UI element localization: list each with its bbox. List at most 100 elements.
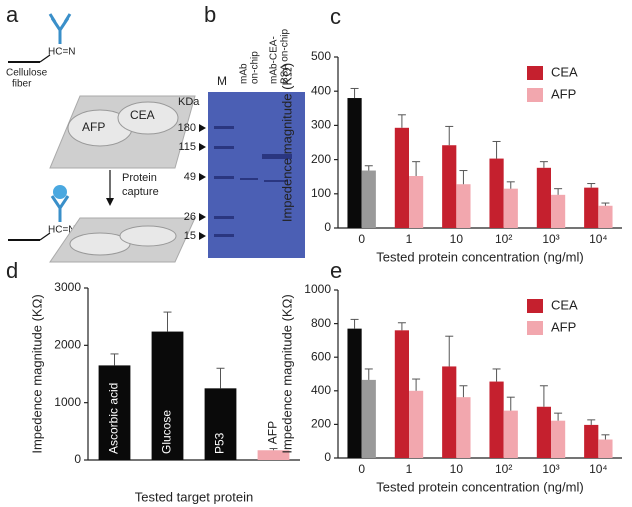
marker-label: 180: [178, 122, 196, 134]
legend-swatch: [527, 88, 543, 102]
y-tick-label: 1000: [304, 282, 331, 296]
bond-line: [39, 232, 51, 241]
legend-label: CEA: [551, 297, 578, 312]
bar: [489, 158, 504, 228]
x-tick-label: 1: [406, 462, 413, 476]
bar: [409, 390, 424, 458]
markers: 180 115 49 26 15: [178, 122, 206, 242]
panel-b: b M mAb on-chip mAb-CEA- BSA on-chip KDa…: [178, 2, 305, 258]
y-tick-label: 100: [311, 186, 331, 200]
x-tick-label: 10³: [542, 232, 559, 246]
bar: [598, 439, 613, 458]
bar: [456, 184, 471, 228]
gel-bands: [214, 126, 292, 237]
bond-line: [39, 54, 51, 63]
x-tick-label: 10²: [495, 462, 512, 476]
antibody-icon: [48, 13, 72, 44]
bar: [151, 331, 184, 460]
y-tick-label: 200: [311, 417, 331, 431]
bond-label: HC=N: [48, 225, 76, 236]
bar: [347, 98, 362, 228]
legend-label: AFP: [551, 319, 576, 334]
y-tick-label: 300: [311, 118, 331, 132]
bar: [361, 379, 376, 458]
bar: [536, 167, 551, 228]
y-tick-label: 400: [311, 383, 331, 397]
category-label: Ascorbic acid: [107, 383, 121, 454]
marker-label: 26: [184, 211, 196, 223]
marker-label: 15: [184, 230, 196, 242]
y-tick-label: 0: [74, 452, 81, 466]
marker-label: 49: [184, 171, 196, 183]
bar: [598, 205, 613, 228]
bar: [503, 188, 518, 228]
y-tick-label: 200: [311, 152, 331, 166]
category-label: P53: [213, 432, 227, 454]
x-tick-label: 10: [450, 462, 464, 476]
bar: [536, 406, 551, 458]
legend-label: CEA: [551, 64, 578, 79]
antibody-icon: [50, 195, 70, 222]
y-axis-label: Impedence magnitude (KΩ): [29, 294, 44, 453]
x-axis-label: Tested target protein: [135, 489, 254, 504]
marker-label: 115: [178, 141, 196, 153]
bar: [98, 365, 131, 460]
bar: [503, 410, 518, 458]
bar: [584, 187, 599, 228]
legend-swatch: [527, 299, 543, 313]
bar: [584, 424, 599, 458]
antigen-icon: [53, 185, 67, 199]
zone-label: CEA: [130, 108, 155, 122]
x-tick-label: 10³: [542, 462, 559, 476]
y-tick-label: 400: [311, 83, 331, 97]
zone-label: AFP: [82, 120, 105, 134]
bar: [456, 397, 471, 458]
lane-label: mAb: [239, 63, 250, 84]
panel-label: d: [6, 258, 18, 283]
x-tick-label: 10⁴: [589, 232, 608, 246]
y-tick-label: 500: [311, 49, 331, 63]
panel-a: a HC=N Cellulose fiber CEA AFP Protein c…: [6, 2, 196, 263]
legend-label: AFP: [551, 86, 576, 101]
bar: [361, 170, 376, 228]
bar: [442, 366, 457, 458]
y-tick-label: 800: [311, 316, 331, 330]
y-axis-label: Impedence magnitude (KΩ): [279, 63, 294, 222]
bar: [551, 420, 566, 458]
panel-label: e: [330, 258, 342, 283]
x-tick-label: 10²: [495, 232, 512, 246]
step-label: Protein: [122, 172, 157, 184]
lane-label: on-chip: [250, 51, 261, 84]
panel-label: c: [330, 4, 341, 29]
panel-label: a: [6, 2, 19, 27]
y-tick-label: 2000: [54, 338, 81, 352]
fiber-label: Cellulose: [6, 68, 48, 79]
bar: [394, 330, 409, 458]
bar: [347, 328, 362, 458]
bar: [489, 381, 504, 458]
fiber-label: fiber: [12, 79, 32, 90]
bar: [257, 450, 290, 460]
gel: [208, 92, 305, 258]
bar: [551, 194, 566, 228]
unit-label: KDa: [178, 96, 200, 108]
y-tick-label: 0: [324, 450, 331, 464]
y-tick-label: 600: [311, 349, 331, 363]
category-label: Glucose: [160, 410, 174, 454]
step-label: capture: [122, 186, 159, 198]
category-label: AFP: [266, 421, 280, 444]
zone: [119, 225, 177, 247]
x-tick-label: 10⁴: [589, 462, 608, 476]
y-tick-label: 0: [324, 220, 331, 234]
bond-label: HC=N: [48, 47, 76, 58]
lane-label: M: [217, 74, 227, 88]
bar: [409, 176, 424, 228]
x-tick-label: 0: [358, 462, 365, 476]
legend-swatch: [527, 66, 543, 80]
x-tick-label: 0: [358, 232, 365, 246]
arrow-head: [106, 198, 114, 206]
x-tick-label: 1: [406, 232, 413, 246]
lane-label: BSA on-chip: [280, 29, 291, 84]
bar: [204, 388, 237, 460]
